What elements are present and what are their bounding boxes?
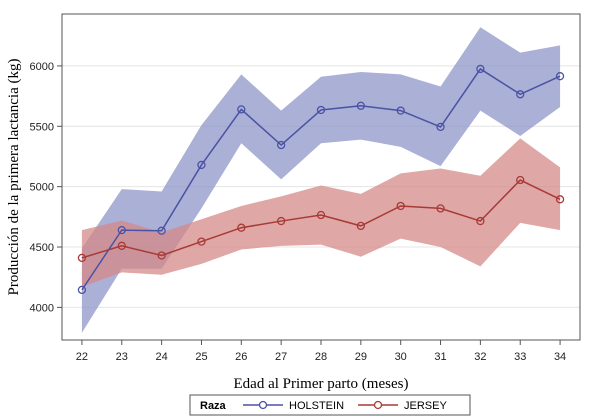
x-tick-label: 29: [355, 351, 367, 363]
x-tick-label: 26: [235, 351, 247, 363]
point-jersey: [277, 216, 286, 226]
x-tick-label: 24: [155, 351, 167, 363]
y-axis-title: Producción de la primera lactancia (kg): [6, 59, 22, 296]
point-holstein: [277, 140, 286, 150]
legend-frame: [189, 394, 471, 416]
point-holstein: [157, 226, 166, 235]
point-holstein: [117, 225, 126, 235]
y-tick-label: 4500: [30, 242, 54, 254]
point-holstein: [356, 101, 365, 110]
y-tick-label: 5500: [30, 121, 54, 133]
point-jersey: [516, 175, 525, 185]
x-tick-label: 32: [474, 351, 486, 363]
point-holstein: [316, 105, 326, 115]
point-jersey: [117, 241, 126, 250]
point-holstein: [396, 106, 405, 115]
point-jersey: [77, 253, 87, 263]
y-tick-label: 4000: [30, 302, 54, 314]
line-holstein: [81, 67, 561, 291]
series-points: [77, 64, 565, 295]
legend-label-holstein: HOLSTEIN: [289, 400, 344, 412]
point-holstein: [555, 72, 565, 81]
line-jersey: [81, 179, 561, 259]
point-jersey: [476, 216, 485, 226]
point-jersey: [396, 201, 405, 211]
x-tick-label: 25: [195, 351, 207, 363]
point-jersey: [157, 251, 166, 260]
point-holstein: [197, 160, 206, 170]
point-jersey: [436, 204, 445, 213]
point-holstein: [436, 122, 445, 132]
point-holstein: [476, 64, 485, 74]
point-holstein: [516, 90, 525, 99]
x-tick-label: 34: [554, 351, 566, 363]
point-jersey: [197, 237, 206, 246]
point-jersey: [237, 223, 246, 232]
x-tick-label: 33: [514, 351, 526, 363]
y-axis-ticks: 4000 4500 5000 5500 6000: [30, 61, 62, 314]
point-jersey: [316, 210, 326, 220]
legend-title: Raza: [200, 400, 227, 412]
x-axis-title: Edad al Primer parto (meses): [234, 376, 409, 392]
band-holstein: [81, 27, 561, 333]
legend-label-jersey: JERSEY: [404, 400, 447, 412]
x-tick-label: 31: [434, 351, 446, 363]
point-jersey: [555, 195, 565, 204]
x-tick-label: 30: [395, 351, 407, 363]
legend-marker-holstein: [258, 400, 268, 410]
y-tick-label: 5000: [30, 182, 54, 194]
x-tick-label: 22: [76, 351, 88, 363]
confidence-bands: [81, 27, 561, 333]
legend-marker-jersey: [373, 400, 383, 410]
legend: Raza HOLSTEIN JERSEY: [189, 394, 471, 416]
x-tick-label: 23: [116, 351, 128, 363]
y-tick-label: 6000: [30, 61, 54, 73]
x-tick-label: 27: [275, 351, 287, 363]
point-jersey: [356, 221, 365, 231]
x-axis-ticks: 22 23 24 25 26 27 28 29 30 31 32 33 34: [76, 340, 566, 363]
series-lines: [81, 67, 561, 291]
point-holstein: [77, 285, 87, 295]
x-tick-label: 28: [315, 351, 327, 363]
band-jersey: [81, 138, 561, 287]
point-holstein: [237, 105, 246, 114]
